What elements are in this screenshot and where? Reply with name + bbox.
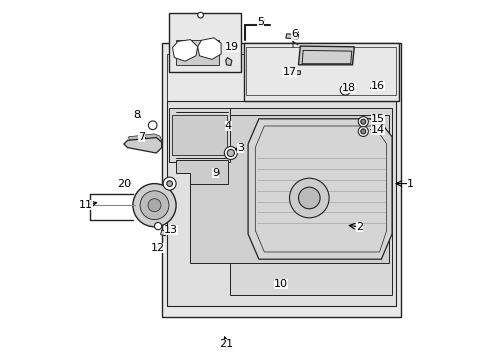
- Text: 10: 10: [273, 279, 287, 289]
- Polygon shape: [244, 43, 399, 101]
- Circle shape: [133, 184, 176, 227]
- Circle shape: [227, 149, 234, 157]
- Text: 17: 17: [282, 67, 296, 77]
- Circle shape: [148, 121, 157, 130]
- Text: 5: 5: [257, 17, 264, 27]
- Circle shape: [360, 119, 365, 124]
- Circle shape: [358, 117, 367, 127]
- Text: 19: 19: [224, 42, 239, 52]
- Polygon shape: [128, 134, 162, 145]
- Polygon shape: [168, 108, 230, 162]
- Text: 20: 20: [117, 179, 131, 189]
- Polygon shape: [172, 40, 197, 61]
- Circle shape: [140, 191, 168, 220]
- Polygon shape: [176, 160, 228, 184]
- Text: 1: 1: [406, 179, 413, 189]
- Circle shape: [340, 85, 349, 95]
- Circle shape: [358, 126, 367, 136]
- Text: 3: 3: [237, 143, 244, 153]
- Polygon shape: [197, 38, 221, 59]
- Polygon shape: [285, 70, 291, 75]
- Text: 7: 7: [138, 132, 145, 142]
- Circle shape: [343, 88, 347, 92]
- Polygon shape: [294, 71, 300, 75]
- Text: 2: 2: [355, 222, 363, 232]
- Polygon shape: [285, 34, 298, 39]
- Circle shape: [166, 181, 172, 186]
- Circle shape: [148, 199, 161, 212]
- Text: 12: 12: [151, 243, 165, 253]
- Circle shape: [289, 178, 328, 218]
- Polygon shape: [302, 50, 351, 64]
- Text: 8: 8: [133, 110, 140, 120]
- Circle shape: [197, 12, 203, 18]
- Text: 18: 18: [341, 83, 355, 93]
- Text: 11: 11: [79, 200, 93, 210]
- Circle shape: [163, 177, 176, 190]
- Text: 14: 14: [370, 125, 384, 135]
- Text: 4: 4: [224, 121, 231, 131]
- Circle shape: [224, 147, 237, 159]
- Circle shape: [298, 187, 320, 209]
- Polygon shape: [225, 58, 231, 66]
- Polygon shape: [171, 115, 227, 155]
- Text: 9: 9: [212, 168, 219, 178]
- Text: 21: 21: [219, 339, 233, 349]
- Polygon shape: [298, 46, 354, 65]
- Polygon shape: [162, 43, 400, 317]
- Polygon shape: [230, 108, 391, 295]
- Polygon shape: [176, 40, 219, 65]
- Polygon shape: [247, 119, 391, 259]
- Text: 15: 15: [370, 114, 384, 124]
- Circle shape: [154, 222, 162, 230]
- Circle shape: [360, 129, 365, 134]
- Polygon shape: [167, 101, 395, 306]
- Text: 6: 6: [291, 29, 298, 39]
- Polygon shape: [190, 115, 387, 263]
- Text: 13: 13: [163, 225, 177, 235]
- Text: 16: 16: [370, 81, 384, 91]
- Polygon shape: [123, 138, 162, 153]
- Polygon shape: [168, 13, 241, 72]
- Polygon shape: [160, 230, 166, 236]
